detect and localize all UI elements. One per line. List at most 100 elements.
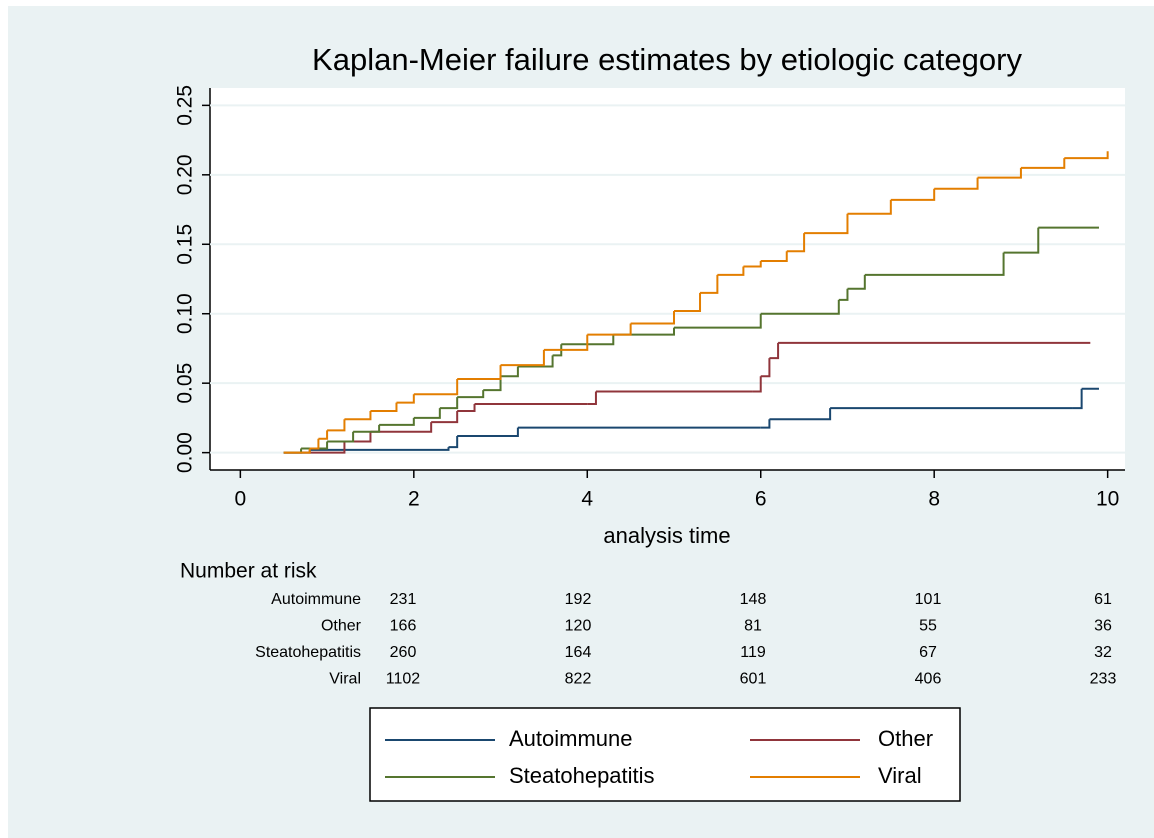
line-step	[552, 344, 563, 357]
line-step	[500, 349, 545, 367]
line-step	[760, 419, 771, 429]
risk-value: 101	[915, 591, 942, 608]
risk-row-label: Viral	[329, 671, 361, 688]
line-step	[483, 376, 502, 392]
line-step	[674, 292, 702, 312]
line-step	[344, 410, 372, 421]
line-step	[301, 441, 329, 450]
y-tick-label: 0.20	[174, 154, 197, 195]
line-step	[561, 334, 615, 346]
line-step	[318, 430, 329, 440]
risk-value: 260	[390, 644, 417, 661]
line-step	[1020, 158, 1066, 169]
line-step	[309, 438, 320, 450]
line-step	[413, 408, 441, 419]
line-step	[630, 310, 676, 325]
line-step	[283, 448, 311, 454]
line-step	[439, 397, 459, 410]
chart-title: Kaplan-Meier failure estimates by etiolo…	[312, 42, 1022, 77]
y-tick-label: 0.00	[174, 432, 197, 473]
risk-row-label: Other	[321, 618, 362, 635]
line-step	[396, 394, 415, 404]
line-step	[743, 260, 762, 268]
line-step	[752, 376, 762, 393]
line-step	[934, 177, 979, 190]
risk-value: 32	[1094, 644, 1112, 661]
risk-value: 1102	[386, 671, 421, 688]
risk-row-label: Steatohepatitis	[255, 644, 361, 661]
x-tick-label: 2	[408, 488, 420, 511]
x-tick-label: 4	[581, 488, 593, 511]
line-step	[769, 408, 832, 421]
risk-value: 164	[565, 644, 592, 661]
y-tick-label: 0.15	[174, 224, 197, 265]
line-step	[431, 410, 459, 424]
line-step	[457, 427, 519, 437]
y-tick-label: 0.25	[174, 85, 197, 126]
line-step	[517, 355, 554, 368]
risk-value: 233	[1090, 671, 1117, 688]
line-step	[760, 358, 771, 378]
x-tick-label: 6	[755, 488, 767, 511]
legend-label: Viral	[878, 763, 922, 788]
line-step	[674, 313, 762, 329]
line-step	[370, 402, 398, 412]
risk-value: 36	[1094, 618, 1112, 635]
legend-label: Steatohepatitis	[509, 763, 655, 788]
risk-value: 67	[919, 644, 937, 661]
line-step	[370, 422, 433, 433]
legend	[369, 707, 961, 802]
risk-value: 166	[390, 618, 417, 635]
legend-label: Autoimmune	[509, 726, 633, 751]
risk-value: 81	[744, 618, 762, 635]
line-step	[1064, 151, 1109, 160]
line-step	[448, 435, 459, 449]
risk-value: 55	[919, 618, 937, 635]
line-step	[353, 424, 381, 433]
line-step	[717, 266, 745, 276]
line-step	[613, 327, 676, 336]
risk-value: 148	[740, 591, 767, 608]
x-tick-label: 8	[928, 488, 940, 511]
line-step	[1003, 227, 1040, 254]
x-tick-label: 10	[1096, 488, 1119, 511]
line-step	[700, 274, 719, 294]
line-step	[500, 366, 519, 378]
line-step	[760, 251, 788, 262]
line-step	[864, 252, 1005, 276]
y-tick-label: 0.05	[174, 363, 197, 404]
line-step	[309, 447, 450, 451]
line-step	[760, 299, 840, 315]
line-step	[847, 199, 892, 215]
line-step	[804, 213, 849, 235]
risk-value: 120	[565, 618, 592, 635]
line-step	[379, 417, 415, 426]
risk-value: 119	[740, 644, 766, 661]
risk-value: 601	[740, 671, 767, 688]
line-step	[457, 390, 485, 399]
y-tick-label: 0.10	[174, 293, 197, 334]
x-axis-label: analysis time	[603, 523, 730, 548]
line-step	[413, 379, 459, 396]
line-step	[457, 404, 476, 412]
risk-table-title: Number at risk	[180, 560, 317, 583]
line-step	[786, 233, 806, 253]
x-tick-label: 0	[235, 488, 247, 511]
line-step	[457, 365, 502, 381]
risk-value: 192	[565, 591, 592, 608]
line-step	[977, 167, 1022, 179]
line-step	[587, 391, 597, 406]
line-step	[847, 274, 866, 290]
line-step	[769, 342, 780, 360]
risk-value: 822	[565, 671, 592, 688]
line-step	[587, 323, 632, 336]
risk-value: 231	[390, 591, 417, 608]
line-step	[838, 288, 849, 301]
risk-row-label: Autoimmune	[271, 591, 361, 608]
line-step	[327, 431, 355, 443]
risk-value: 406	[915, 671, 942, 688]
line-step	[890, 188, 936, 201]
risk-value: 61	[1094, 591, 1112, 608]
